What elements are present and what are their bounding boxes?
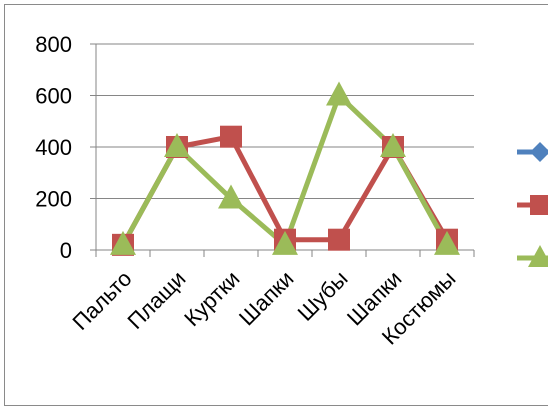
x-axis	[95, 44, 475, 257]
y-tick-label-0: 0	[60, 238, 72, 263]
chart-area	[4, 4, 548, 406]
y-axis-tick-labels: 0 200 400 600 800	[35, 32, 72, 263]
series-2-line	[120, 93, 450, 248]
series-2-point-5	[380, 133, 406, 157]
series-lines	[120, 93, 450, 248]
series-2-point-2	[218, 184, 244, 209]
y-tick-label-400: 400	[35, 135, 72, 160]
line-chart: 0 200 400 600 800 ПальтоПлащиКурткиШапкиШубы…	[35, 32, 548, 350]
x-tick-label-1: Плащи	[122, 266, 190, 334]
x-tick-label-4: Шубы	[293, 266, 353, 326]
legend-key-marker-1	[530, 195, 548, 215]
series-2-point-4	[326, 81, 352, 106]
series-markers	[110, 81, 460, 256]
x-tick-label-2: Куртки	[179, 266, 244, 331]
series-2-point-0	[110, 230, 136, 255]
legend-key-marker-0	[530, 142, 548, 162]
series-2-point-6	[434, 230, 460, 255]
x-tick-label-0: Пальто	[67, 266, 136, 335]
x-tick-label-3: Шапки	[234, 266, 299, 331]
series-1-point-2	[220, 125, 242, 148]
y-tick-label-200: 200	[35, 187, 72, 212]
gridlines	[90, 43, 474, 251]
y-tick-label-600: 600	[35, 84, 72, 109]
series-2-point-1	[164, 133, 190, 157]
legend	[517, 142, 548, 267]
y-tick-label-800: 800	[35, 32, 72, 57]
legend-key-marker-2	[528, 245, 548, 267]
series-1-point-4	[328, 228, 350, 251]
series-2-point-3	[272, 230, 298, 255]
